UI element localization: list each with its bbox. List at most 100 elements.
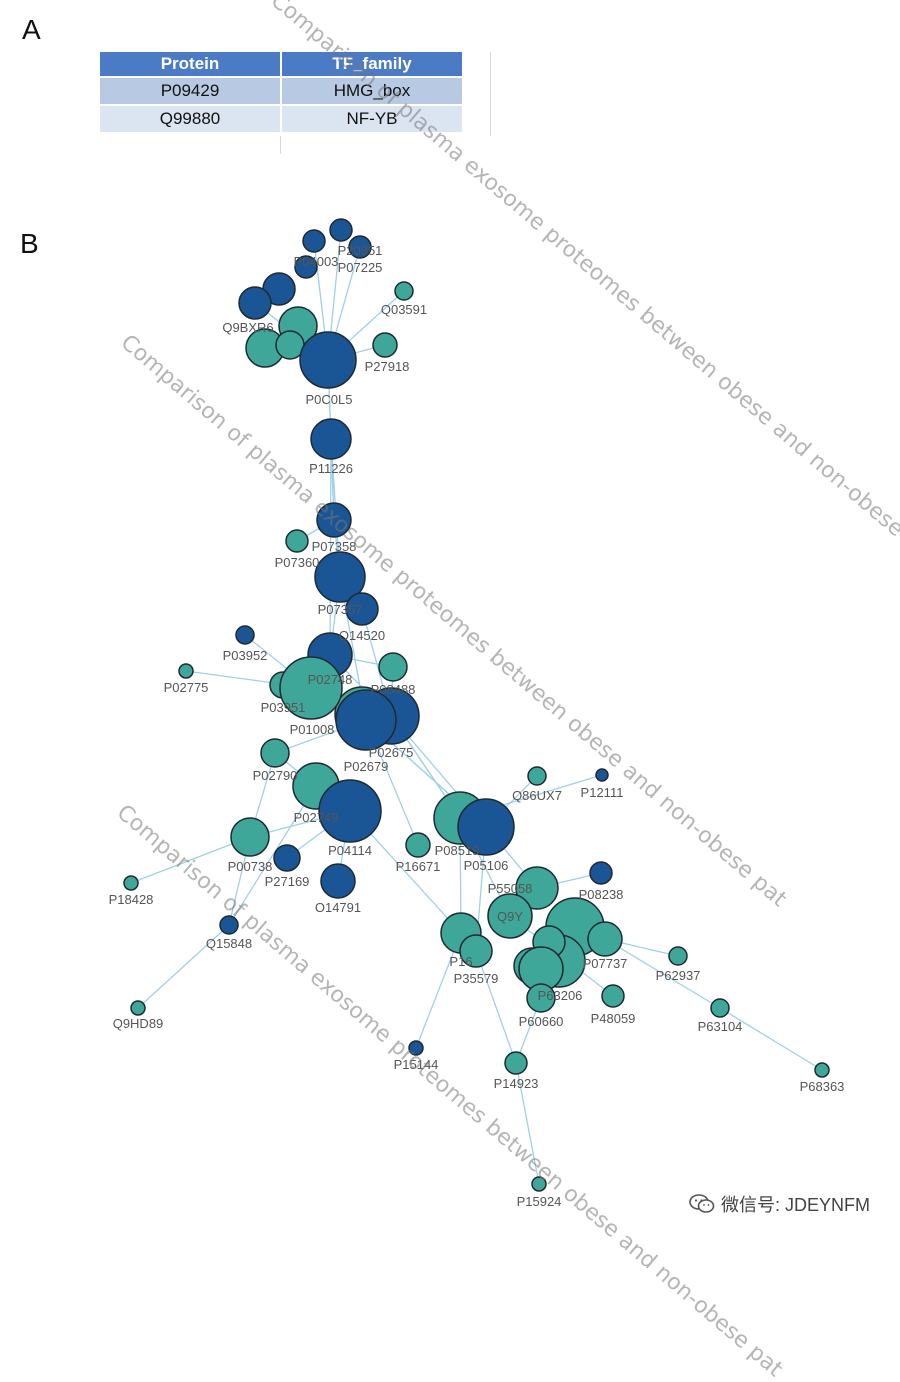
network-node-p02790 <box>260 738 290 768</box>
network-node-p48059 <box>601 984 625 1008</box>
network-edge <box>719 1007 823 1071</box>
network-node-q9y <box>487 893 533 939</box>
network-node-p04003 <box>302 229 326 253</box>
node-label: P15144 <box>394 1057 439 1072</box>
network-node <box>294 255 318 279</box>
node-label: Q14520 <box>339 628 385 643</box>
node-label: Q03591 <box>381 302 427 317</box>
panel-label-b: B <box>20 228 39 259</box>
network-node-p0c0l5 <box>299 331 357 389</box>
network-node-p05106 <box>457 798 515 856</box>
node-label: P02675 <box>369 745 414 760</box>
node-label: O14791 <box>315 900 361 915</box>
network-node-p02775 <box>178 663 194 679</box>
node-label: P18428 <box>109 892 154 907</box>
node-label: P63104 <box>698 1019 743 1034</box>
network-node-p35579 <box>459 934 493 968</box>
network-nodes <box>123 218 830 1192</box>
network-edge <box>475 950 517 1064</box>
network-node-p08488 <box>378 652 408 682</box>
network-node-p63104 <box>710 998 730 1018</box>
network-node-p62937 <box>668 946 688 966</box>
table-gridline <box>280 136 281 154</box>
node-label: P08238 <box>579 887 624 902</box>
network-node-p27918 <box>372 332 398 358</box>
network-edge <box>515 1062 540 1185</box>
network-node-p07360 <box>285 529 309 553</box>
network-node-p16671 <box>405 832 431 858</box>
node-label: P07225 <box>338 260 383 275</box>
node-label: P03952 <box>223 648 268 663</box>
network-node-p07737 <box>587 921 623 957</box>
node-label: P04114 <box>328 843 372 858</box>
node-label: Q15848 <box>206 936 252 951</box>
node-label: P07737 <box>583 956 628 971</box>
table-cell-tf-family: HMG_box <box>281 77 464 106</box>
node-label: Q86UX7 <box>512 788 562 803</box>
tf-family-table: Protein TF_family P09429 HMG_box Q99880 … <box>100 52 464 134</box>
network-node-p60660 <box>526 983 556 1013</box>
network-node-o14791 <box>320 863 356 899</box>
network-node-p07357 <box>314 551 366 603</box>
network-node-p07358 <box>316 502 352 538</box>
network-edge <box>604 938 721 1009</box>
column-header-tf-family: TF_family <box>281 52 464 78</box>
network-node-p68363 <box>814 1062 830 1078</box>
table-cell-protein: Q99880 <box>100 105 282 134</box>
node-label: P15924 <box>517 1194 562 1209</box>
node-label: P03951 <box>261 700 306 715</box>
node-label: P62937 <box>656 968 701 983</box>
node-label: P63206 <box>538 988 583 1003</box>
network-node-p12111 <box>595 768 609 782</box>
node-label: P27169 <box>265 874 310 889</box>
network-node-p15144 <box>408 1040 424 1056</box>
node-label: Q9Y <box>497 909 523 924</box>
panel-label-a: A <box>22 14 41 45</box>
node-label: P55058 <box>488 881 533 896</box>
table-cell-tf-family: NF-YB <box>281 105 464 134</box>
node-label: P01008 <box>290 722 335 737</box>
network-node-p15924 <box>531 1176 547 1192</box>
network-edge <box>130 836 251 884</box>
network-node-q03591 <box>394 281 414 301</box>
network-node-p55058 <box>515 866 559 910</box>
network-node-p07225 <box>348 235 372 259</box>
network-node-p18428 <box>123 875 139 891</box>
node-label: P02748 <box>308 672 353 687</box>
network-node-p02679 <box>335 689 397 751</box>
network-node-p04114 <box>318 779 382 843</box>
node-label: P02790 <box>253 768 298 783</box>
node-label: Q9BXR6 <box>222 320 273 335</box>
node-label: P60660 <box>519 1014 564 1029</box>
network-node-q14520 <box>345 592 379 626</box>
network-node-q86ux7 <box>527 766 547 786</box>
node-label: P00738 <box>228 859 273 874</box>
node-label: P08519 <box>435 843 480 858</box>
wechat-icon <box>689 1194 715 1213</box>
node-label: P07358 <box>312 539 357 554</box>
node-label: P35579 <box>454 971 499 986</box>
node-label: P12111 <box>581 785 624 800</box>
network-node-q9bxr6 <box>238 286 272 320</box>
node-label: P14923 <box>494 1076 539 1091</box>
node-label: P0C0L5 <box>306 392 353 407</box>
node-label: P02775 <box>164 680 209 695</box>
node-label: P02679 <box>344 759 389 774</box>
node-label: P08488 <box>371 682 416 697</box>
node-label: P27918 <box>365 359 410 374</box>
table-header-row: Protein TF_family <box>100 52 464 78</box>
node-label: P07360 <box>275 555 320 570</box>
node-label: Q9HD89 <box>113 1016 164 1031</box>
node-label: P16671 <box>396 859 441 874</box>
node-label: P07357 <box>318 602 363 617</box>
node-label: P20851 <box>338 243 383 258</box>
network-edge <box>228 785 317 926</box>
node-label: P16 <box>449 954 472 969</box>
network-node-p11226 <box>310 418 352 460</box>
network-edge <box>329 438 332 656</box>
wechat-badge: 微信号: JDEYNFM <box>689 1191 870 1217</box>
node-label: P04003 <box>294 254 339 269</box>
table-cell-protein: P09429 <box>100 77 282 106</box>
